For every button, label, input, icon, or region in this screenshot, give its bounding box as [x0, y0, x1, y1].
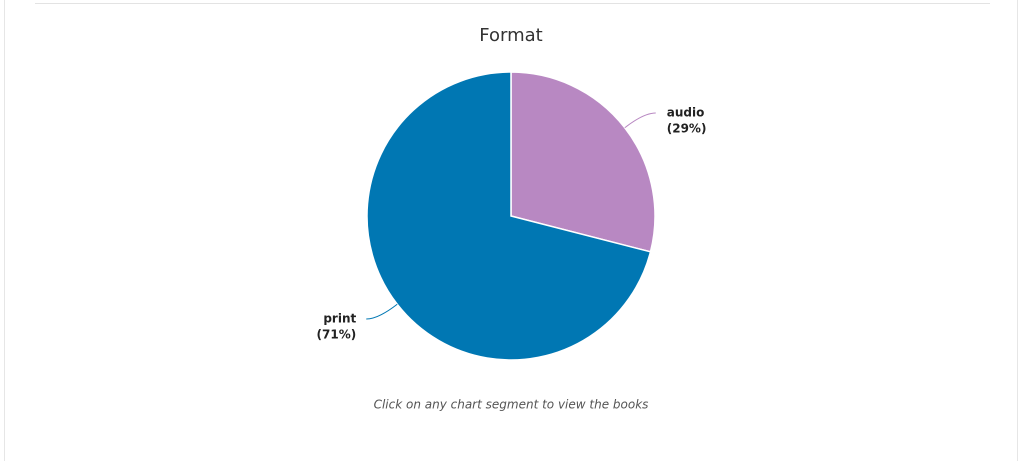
caption: Click on any chart segment to view the b… — [374, 398, 649, 412]
slice-label: print — [323, 311, 356, 325]
chart-title: Format — [479, 25, 542, 46]
slice-value-label: (29%) — [667, 122, 707, 136]
card — [4, 0, 1018, 461]
leader-line — [624, 112, 656, 129]
pie-segment[interactable] — [510, 71, 656, 253]
pie-segment[interactable] — [366, 71, 652, 361]
leader-line — [366, 303, 398, 320]
slice-value-label: (71%) — [317, 327, 357, 341]
slice-label: audio — [667, 106, 705, 120]
